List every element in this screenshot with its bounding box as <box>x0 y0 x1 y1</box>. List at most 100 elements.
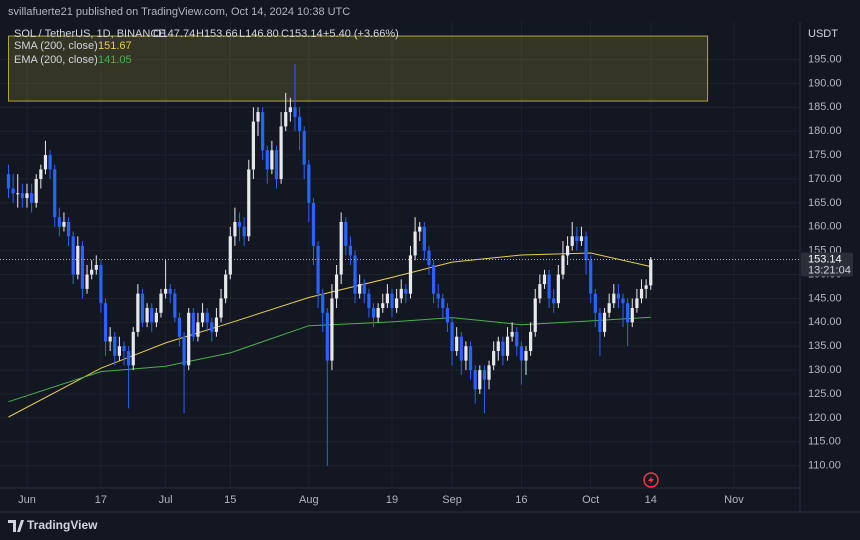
candle-body <box>371 308 376 318</box>
candle-body <box>334 274 339 299</box>
candle-body <box>11 188 15 194</box>
candle-body <box>330 298 334 361</box>
candle-body <box>237 221 242 227</box>
candle-body <box>99 264 103 304</box>
candle-body <box>487 365 491 380</box>
candle-body <box>630 308 634 323</box>
candle-body <box>25 193 29 199</box>
candle-body <box>57 217 61 227</box>
candle-body <box>459 336 463 361</box>
candle-body <box>404 288 408 294</box>
candle-body <box>117 346 121 356</box>
candle-body <box>182 336 186 366</box>
candle-body <box>612 293 616 304</box>
y-tick-label: 115.00 <box>808 436 841 448</box>
tv-logo <box>8 520 24 532</box>
candle-body <box>159 293 163 313</box>
candle-body <box>353 255 357 294</box>
y-tick-label: 185.00 <box>808 101 842 113</box>
y-tick-label: 180.00 <box>808 125 842 137</box>
candle-body <box>450 322 454 352</box>
candle-body <box>422 226 426 251</box>
candle-body <box>348 245 353 256</box>
y-tick-label: 175.00 <box>808 149 842 161</box>
candle-body <box>395 298 399 309</box>
candle-body <box>200 312 205 323</box>
candle-body <box>321 293 325 313</box>
candle-body <box>427 250 431 265</box>
candle-body <box>431 264 436 294</box>
candle-body <box>76 245 80 275</box>
publisher: svillafuerte21 published on TradingView.… <box>8 6 350 18</box>
candle-body <box>362 284 366 294</box>
y-tick-label: 135.00 <box>808 340 842 352</box>
candle-body <box>616 293 621 299</box>
candle-body <box>325 312 329 361</box>
candle-body <box>191 312 195 337</box>
footer-brand: TradingView <box>27 518 98 532</box>
candle-body <box>515 331 519 347</box>
candle-body <box>163 288 168 294</box>
y-tick-label: 130.00 <box>808 364 842 376</box>
candle-body <box>94 264 98 270</box>
candle-body <box>39 169 43 179</box>
candle-body <box>307 164 311 203</box>
candle-body <box>279 126 283 179</box>
candle-body <box>311 202 316 246</box>
candle-body <box>150 308 154 323</box>
candle-body <box>575 236 579 242</box>
candle-body <box>408 255 413 294</box>
candle-body <box>538 284 542 299</box>
ohlc-high: H153.66 <box>196 28 238 40</box>
x-tick-label: Sep <box>442 494 462 506</box>
candle-body <box>482 370 487 380</box>
candle-body <box>113 336 117 356</box>
candle-body <box>140 293 145 323</box>
candle-body <box>103 303 108 342</box>
candle-body <box>85 274 89 289</box>
candle-body <box>593 293 597 313</box>
candle-body <box>80 245 85 289</box>
candle-body <box>242 226 246 237</box>
y-tick-label: 165.00 <box>808 197 842 209</box>
candle-body <box>367 293 371 309</box>
candle-body <box>649 259 653 286</box>
last-price-label: 153.14 <box>808 253 842 265</box>
candle-body <box>358 284 362 294</box>
candle-body <box>533 298 537 332</box>
candle-body <box>464 346 468 361</box>
indicator-name: SMA (200, close) <box>14 40 98 52</box>
candle-body <box>598 312 602 332</box>
candle-body <box>344 221 348 246</box>
candle-body <box>20 193 24 199</box>
candle-body <box>316 245 320 294</box>
y-tick-label: 125.00 <box>808 388 842 400</box>
candle-body <box>445 308 450 323</box>
candle-body <box>547 274 551 299</box>
candle-body <box>168 288 172 294</box>
candle-body <box>219 298 223 318</box>
candle-body <box>584 236 588 261</box>
candle-body <box>228 236 232 275</box>
candle-body <box>187 312 191 366</box>
candle-body <box>519 346 523 361</box>
candle-body <box>251 121 255 170</box>
candle-body <box>136 293 140 332</box>
candle-body <box>436 293 440 299</box>
x-tick-label: Nov <box>724 494 744 506</box>
candle-body <box>16 193 20 195</box>
candle-body <box>473 370 477 390</box>
candle-body <box>48 155 52 170</box>
candle-body <box>579 236 584 242</box>
candle-body <box>385 293 389 304</box>
candle-body <box>542 274 547 285</box>
last-price-tag <box>801 252 853 277</box>
y-tick-label: 140.00 <box>808 316 842 328</box>
candle-body <box>154 312 158 323</box>
candle-body <box>284 112 288 127</box>
y-tick-label: 190.00 <box>808 77 842 89</box>
candle-body <box>127 351 131 366</box>
candle-body <box>62 221 66 227</box>
